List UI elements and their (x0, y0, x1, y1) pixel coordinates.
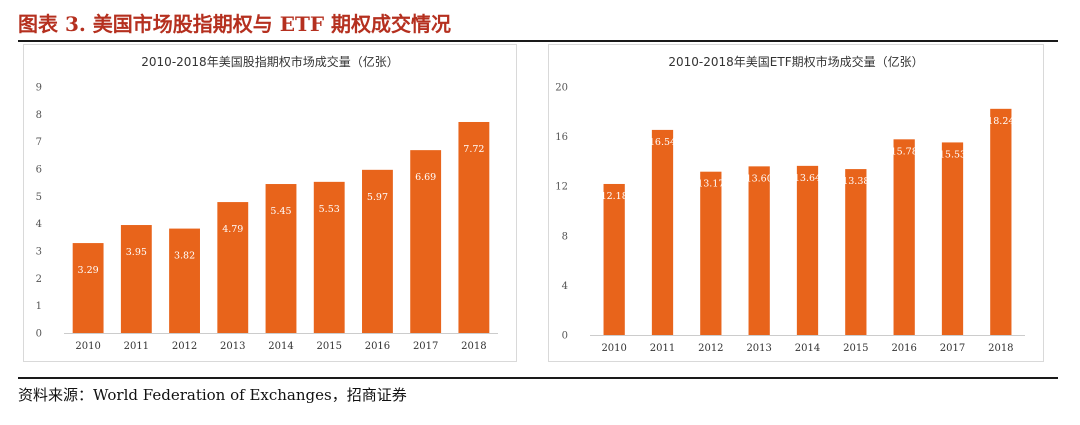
chart-title: 2010-2018年美国ETF期权市场成交量（亿张） (668, 54, 923, 69)
bar-2011 (120, 225, 152, 333)
x-tick-label: 2015 (843, 343, 868, 354)
data-label: 13.60 (746, 173, 773, 184)
y-tick-label: 9 (36, 83, 42, 94)
bar-2014 (796, 165, 819, 335)
data-label: 13.38 (842, 176, 869, 187)
y-tick-label: 4 (36, 219, 42, 230)
data-label: 5.45 (270, 206, 291, 217)
bar-2015 (313, 181, 345, 333)
chart-index-options: 2010-2018年美国股指期权市场成交量（亿张） 0 1 2 3 4 5 6 7 8 9 3.29 2… (36, 54, 498, 352)
x-tick-label: 2016 (891, 343, 916, 354)
y-tick-label: 20 (555, 83, 568, 94)
bar-2016 (893, 139, 915, 335)
data-label: 5.53 (319, 204, 340, 215)
data-label: 15.78 (891, 146, 918, 157)
bar-2013 (748, 166, 770, 335)
y-tick-label: 7 (36, 137, 42, 148)
data-label: 12.18 (601, 191, 628, 202)
y-tick-label: 0 (36, 329, 42, 340)
bar-2016 (362, 169, 393, 333)
x-tick-label: 2011 (650, 343, 675, 354)
x-tick-label: 2010 (601, 343, 626, 354)
data-label: 13.17 (697, 179, 724, 190)
bar-2010 (72, 243, 104, 333)
bar-2012 (700, 171, 722, 335)
x-tick-label: 2011 (124, 341, 149, 352)
y-tick-label: 4 (562, 281, 568, 292)
y-tick-label: 8 (562, 231, 568, 242)
chart-title: 2010-2018年美国股指期权市场成交量（亿张） (141, 54, 398, 69)
chart-panel-etf-options: 2010-2018年美国ETF期权市场成交量（亿张） 0 4 8 12 16 20 12.18… (548, 44, 1044, 362)
y-tick-label: 5 (36, 192, 42, 203)
x-tick-label: 2015 (316, 341, 341, 352)
y-tick-label: 3 (36, 247, 42, 258)
y-tick-label: 16 (555, 132, 568, 143)
x-tick-label: 2012 (172, 341, 197, 352)
data-label: 18.24 (987, 116, 1014, 127)
source-note: 资料来源：World Federation of Exchanges，招商证券 (18, 386, 407, 404)
x-tick-label: 2018 (988, 343, 1013, 354)
x-tick-label: 2012 (698, 343, 723, 354)
y-tick-label: 8 (36, 110, 42, 121)
x-tick-label: 2017 (413, 341, 438, 352)
y-tick-label: 12 (555, 182, 568, 193)
y-tick-label: 2 (36, 274, 42, 285)
bottom-rule (18, 377, 1058, 379)
y-tick-label: 0 (562, 331, 568, 342)
x-tick-label: 2013 (220, 341, 245, 352)
figure-title: 图表 3. 美国市场股指期权与 ETF 期权成交情况 (18, 12, 452, 36)
bar-2017 (941, 142, 964, 335)
bar-2018 (990, 108, 1012, 335)
data-label: 7.72 (463, 144, 484, 155)
x-tick-label: 2018 (461, 341, 486, 352)
x-tick-label: 2017 (940, 343, 965, 354)
data-label: 4.79 (222, 224, 243, 235)
bar-2014 (265, 184, 297, 333)
x-tick-label: 2014 (268, 341, 293, 352)
y-tick-label: 1 (36, 301, 42, 312)
chart-panel-index-options: 2010-2018年美国股指期权市场成交量（亿张） 0 1 2 3 4 5 6 7 8 9 3.29 2… (23, 44, 517, 362)
bar-2011 (651, 129, 674, 335)
x-tick-label: 2013 (746, 343, 771, 354)
top-rule (18, 40, 1058, 42)
x-tick-label: 2010 (75, 341, 100, 352)
bar-2018 (458, 121, 490, 333)
x-tick-label: 2014 (795, 343, 820, 354)
bar-2013 (217, 202, 249, 333)
bar-2015 (845, 169, 867, 335)
y-tick-label: 6 (36, 165, 42, 176)
data-label: 16.54 (649, 137, 676, 148)
x-tick-label: 2016 (365, 341, 390, 352)
data-label: 3.95 (126, 247, 147, 258)
chart-etf-options: 2010-2018年美国ETF期权市场成交量（亿张） 0 4 8 12 16 20 12.18… (555, 54, 1025, 354)
data-label: 3.29 (78, 265, 99, 276)
bar-2010 (603, 183, 625, 335)
data-label: 3.82 (174, 251, 195, 262)
bar-2012 (169, 228, 200, 333)
data-label: 13.64 (794, 173, 821, 184)
bar-2017 (410, 150, 442, 333)
data-label: 5.97 (367, 192, 388, 203)
data-label: 6.69 (415, 172, 436, 183)
data-label: 15.53 (939, 149, 966, 160)
